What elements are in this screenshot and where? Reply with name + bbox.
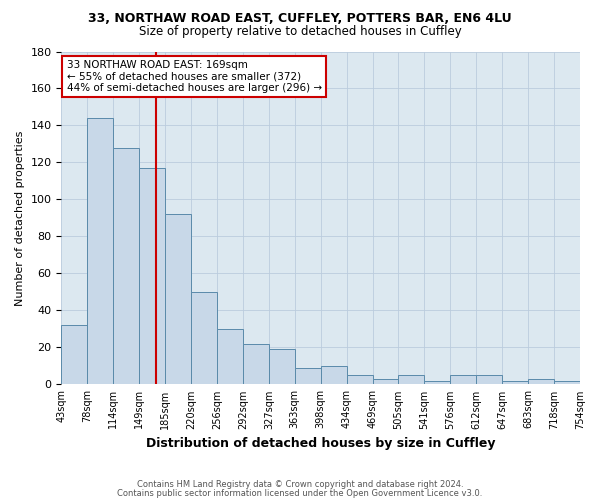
Y-axis label: Number of detached properties: Number of detached properties [15, 130, 25, 306]
Bar [321, 366, 347, 384]
Bar [476, 375, 502, 384]
Text: 33, NORTHAW ROAD EAST, CUFFLEY, POTTERS BAR, EN6 4LU: 33, NORTHAW ROAD EAST, CUFFLEY, POTTERS … [88, 12, 512, 26]
Bar [528, 379, 554, 384]
Bar [113, 148, 139, 384]
Bar [295, 368, 321, 384]
Text: Contains HM Land Registry data © Crown copyright and database right 2024.: Contains HM Land Registry data © Crown c… [137, 480, 463, 489]
Bar [217, 329, 243, 384]
X-axis label: Distribution of detached houses by size in Cuffley: Distribution of detached houses by size … [146, 437, 496, 450]
Bar [554, 380, 580, 384]
Text: Contains public sector information licensed under the Open Government Licence v3: Contains public sector information licen… [118, 488, 482, 498]
Bar [243, 344, 269, 384]
Bar [61, 325, 88, 384]
Bar [373, 379, 398, 384]
Bar [139, 168, 165, 384]
Bar [88, 118, 113, 384]
Bar [269, 350, 295, 384]
Bar [424, 380, 451, 384]
Bar [191, 292, 217, 384]
Bar [165, 214, 191, 384]
Bar [398, 375, 424, 384]
Bar [451, 375, 476, 384]
Bar [347, 375, 373, 384]
Text: Size of property relative to detached houses in Cuffley: Size of property relative to detached ho… [139, 25, 461, 38]
Bar [502, 380, 528, 384]
Text: 33 NORTHAW ROAD EAST: 169sqm
← 55% of detached houses are smaller (372)
44% of s: 33 NORTHAW ROAD EAST: 169sqm ← 55% of de… [67, 60, 322, 93]
